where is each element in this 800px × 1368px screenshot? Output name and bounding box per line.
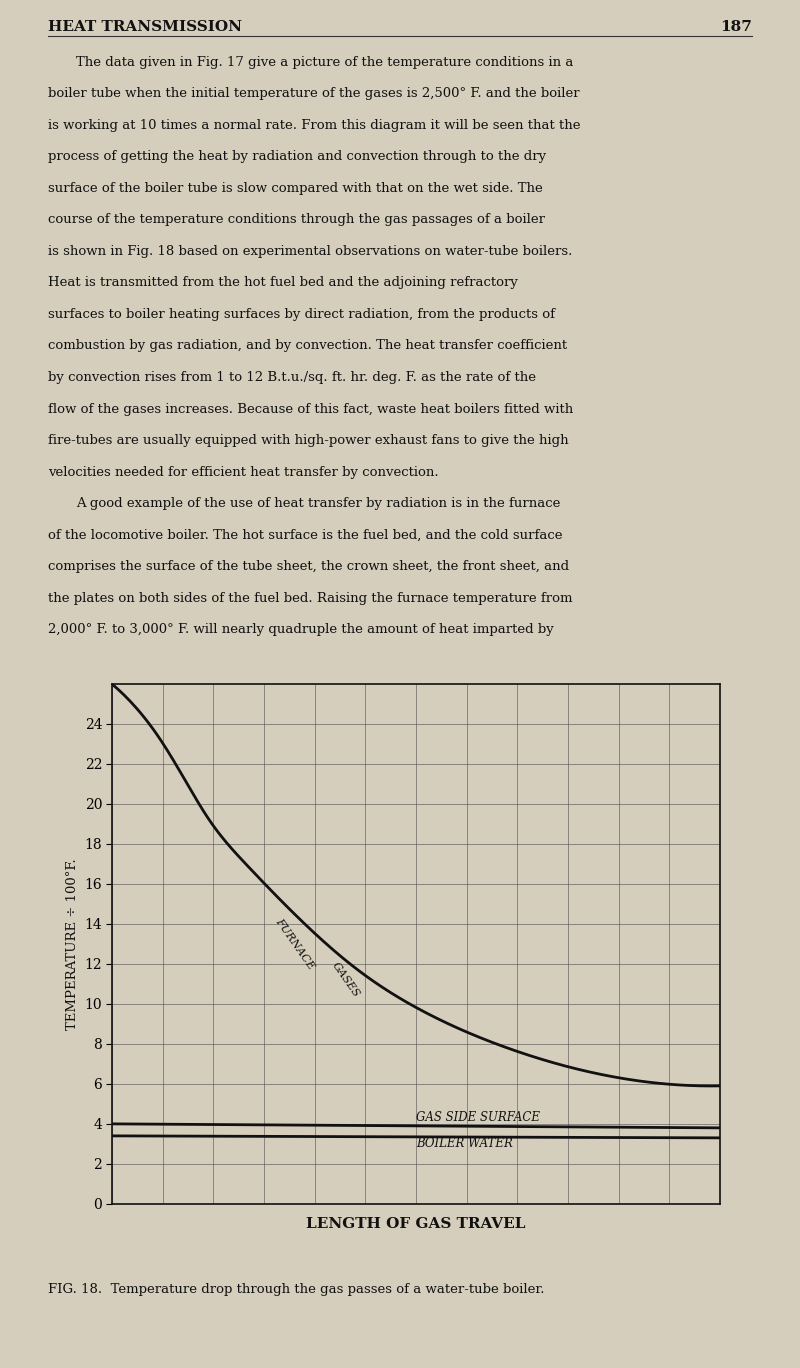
Text: 2,000° F. to 3,000° F. will nearly quadruple the amount of heat imparted by: 2,000° F. to 3,000° F. will nearly quadr… [48,624,554,636]
Text: is shown in Fig. 18 based on experimental observations on water-tube boilers.: is shown in Fig. 18 based on experimenta… [48,245,572,259]
Text: is working at 10 times a normal rate. From this diagram it will be seen that the: is working at 10 times a normal rate. Fr… [48,119,581,131]
Text: flow of the gases increases. Because of this fact, waste heat boilers fitted wit: flow of the gases increases. Because of … [48,402,574,416]
Text: surface of the boiler tube is slow compared with that on the wet side. The: surface of the boiler tube is slow compa… [48,182,542,194]
Text: FURNACE: FURNACE [273,917,316,971]
Text: The data given in Fig. 17 give a picture of the temperature conditions in a: The data given in Fig. 17 give a picture… [76,56,574,68]
Text: TEMPERATURE ÷ 100°F.: TEMPERATURE ÷ 100°F. [66,858,79,1030]
Text: GAS SIDE SURFACE: GAS SIDE SURFACE [416,1111,540,1124]
Text: by convection rises from 1 to 12 B.t.u./sq. ft. hr. deg. F. as the rate of the: by convection rises from 1 to 12 B.t.u./… [48,371,536,384]
Text: combustion by gas radiation, and by convection. The heat transfer coefficient: combustion by gas radiation, and by conv… [48,339,567,353]
Text: of the locomotive boiler. The hot surface is the fuel bed, and the cold surface: of the locomotive boiler. The hot surfac… [48,528,562,542]
Text: A good example of the use of heat transfer by radiation is in the furnace: A good example of the use of heat transf… [76,497,560,510]
Text: Heat is transmitted from the hot fuel bed and the adjoining refractory: Heat is transmitted from the hot fuel be… [48,276,518,290]
Text: FIG. 18.  Temperature drop through the gas passes of a water-tube boiler.: FIG. 18. Temperature drop through the ga… [48,1283,545,1297]
Text: boiler tube when the initial temperature of the gases is 2,500° F. and the boile: boiler tube when the initial temperature… [48,88,580,100]
Text: the plates on both sides of the fuel bed. Raising the furnace temperature from: the plates on both sides of the fuel bed… [48,591,573,605]
Text: comprises the surface of the tube sheet, the crown sheet, the front sheet, and: comprises the surface of the tube sheet,… [48,560,569,573]
Text: LENGTH OF GAS TRAVEL: LENGTH OF GAS TRAVEL [306,1218,526,1231]
Text: fire-tubes are usually equipped with high-power exhaust fans to give the high: fire-tubes are usually equipped with hig… [48,434,569,447]
Text: course of the temperature conditions through the gas passages of a boiler: course of the temperature conditions thr… [48,213,545,227]
Text: process of getting the heat by radiation and convection through to the dry: process of getting the heat by radiation… [48,150,546,163]
Text: BOILER WATER: BOILER WATER [416,1137,513,1150]
Text: velocities needed for efficient heat transfer by convection.: velocities needed for efficient heat tra… [48,465,438,479]
Text: GASES: GASES [330,960,362,999]
Text: surfaces to boiler heating surfaces by direct radiation, from the products of: surfaces to boiler heating surfaces by d… [48,308,555,321]
Text: HEAT TRANSMISSION: HEAT TRANSMISSION [48,19,242,34]
Text: 187: 187 [720,19,752,34]
